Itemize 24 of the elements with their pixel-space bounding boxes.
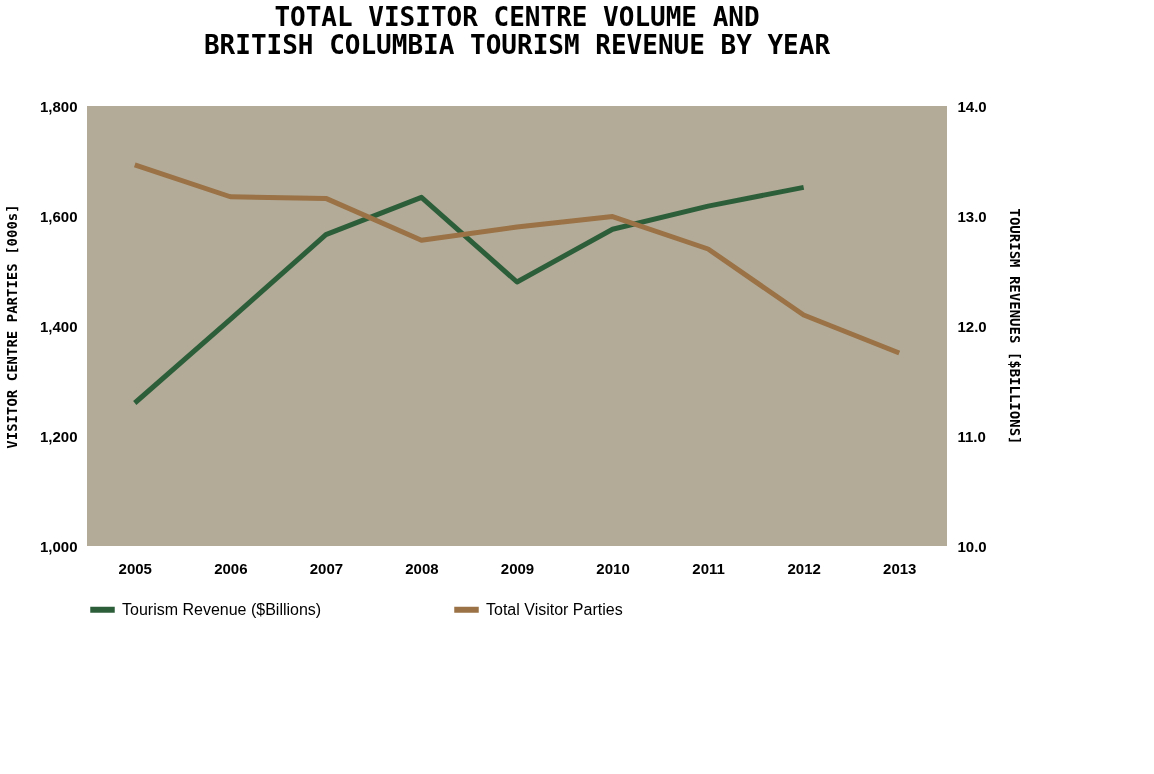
x-tick-label: 2005 bbox=[118, 559, 152, 577]
y2-tick-label: 10.0 bbox=[957, 537, 987, 555]
y-tick-label: 1,800 bbox=[39, 97, 78, 115]
y2-tick-label: 14.0 bbox=[957, 97, 987, 115]
x-tick-label: 2009 bbox=[500, 559, 535, 577]
y2-tick-label: 12.0 bbox=[957, 317, 987, 335]
x-tick-label: 2007 bbox=[309, 559, 344, 577]
y-tick-label: 1,400 bbox=[39, 317, 78, 335]
legend-label: Total Visitor Parties bbox=[486, 600, 623, 618]
chart-title: TOTAL VISITOR CENTRE VOLUME AND BRITISH COLUMBIA TOURISM REVENUE BY YEAR bbox=[203, 2, 831, 60]
x-tick-label: 2010 bbox=[596, 559, 630, 577]
x-tick-label: 2013 bbox=[883, 559, 917, 577]
y2-axis-title: TOURISM REVENUES [$BILLIONS] bbox=[1006, 208, 1023, 445]
y2-tick-label: 11.0 bbox=[957, 427, 986, 445]
y2-tick-label: 13.0 bbox=[957, 207, 987, 225]
x-tick-label: 2011 bbox=[692, 559, 725, 577]
y-tick-label: 1,600 bbox=[39, 207, 78, 225]
y-tick-label: 1,200 bbox=[39, 427, 78, 445]
y-tick-label: 1,000 bbox=[39, 537, 78, 555]
x-tick-label: 2006 bbox=[214, 559, 248, 577]
x-tick-label: 2012 bbox=[787, 559, 821, 577]
y-axis-title: VISITOR CENTRE PARTIES [000s] bbox=[3, 204, 20, 449]
x-tick-label: 2008 bbox=[405, 559, 439, 577]
legend-label: Tourism Revenue ($Billions) bbox=[122, 600, 322, 618]
